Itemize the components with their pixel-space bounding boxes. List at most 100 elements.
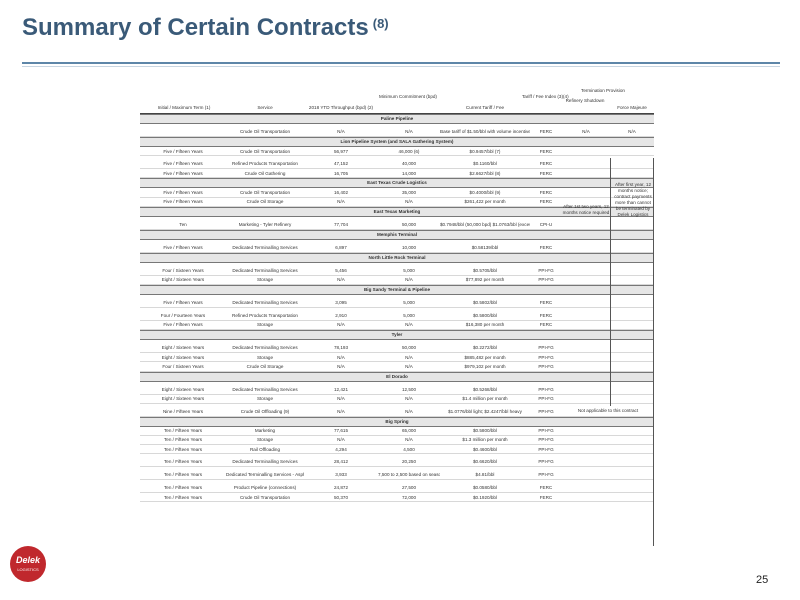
termination-divider-right <box>653 158 654 546</box>
cell-tariff: $0.0580/bbl <box>472 485 497 491</box>
cell-min-commit: 12,500 <box>401 386 417 392</box>
section-header: North Little Rock Terminal <box>140 252 654 263</box>
cell-term: Four / Sixteen Years <box>162 267 204 273</box>
section-header: Big Sandy Terminal & Pipeline <box>140 284 654 295</box>
cell-tariff: $2.6627/bbl (8) <box>469 170 501 176</box>
cell-throughput: 77,615 <box>333 428 349 434</box>
cell-service: Crude Oil Gathering <box>244 170 286 176</box>
cell-throughput: 3,933 <box>335 472 347 478</box>
table-row: Eight / Sixteen Years Storage N/A N/A $1.4 m… <box>140 395 654 404</box>
cell-service: Crude Oil Transportation <box>239 148 291 154</box>
cell-tariff: Base tariff of $1.50/bbl with volume inc… <box>440 129 530 134</box>
cell-tariff: $1.0776/bbl light; $2.4247/bbl heavy <box>448 408 522 414</box>
cell-tariff-index: FERC <box>539 494 553 500</box>
cell-service: Dedicated Terminalling Services <box>232 299 298 305</box>
cell-service: Storage <box>256 322 274 328</box>
table-row: Eight / Sixteen Years Dedicated Terminall… <box>140 340 654 354</box>
cell-throughput: 77,704 <box>333 221 349 227</box>
cell-term: Ten / Fifteen Years <box>163 446 203 452</box>
cell-tariff-index: FERC <box>539 129 553 134</box>
cell-term: Ten / Fifteen Years <box>163 485 203 491</box>
cell-service: Refined Products Transportation <box>232 161 298 167</box>
cell-throughput: 56,977 <box>333 148 349 154</box>
cell-min-commit: 72,000 <box>401 494 417 500</box>
cell-tariff: $0.5268/bbl <box>472 386 497 392</box>
termination-note-refinery: After 1st two years, 12 months notice re… <box>562 204 610 215</box>
cell-tariff: $16,380 per month <box>465 322 505 328</box>
table-row: Five / Fifteen Years Crude Oil Gathering 1… <box>140 169 654 179</box>
table-row: Eight / Sixteen Years Storage N/A N/A $885,4… <box>140 353 654 363</box>
cell-term: Eight / Sixteen Years <box>161 396 205 401</box>
cell-term: Nine / Fifteen Years <box>162 408 204 414</box>
title-divider-thin <box>22 66 780 67</box>
cell-term: Five / Fifteen Years <box>163 189 203 195</box>
cell-tariff: $0.4600/bbl <box>472 446 497 452</box>
cell-term: Five / Fifteen Years <box>163 299 203 305</box>
cell-throughput: 5,456 <box>335 267 347 273</box>
cell-term: Five / Fifteen Years <box>163 244 203 250</box>
cell-tariff: $4.81/bbl <box>475 472 495 478</box>
cell-tariff-index: PPI-FG <box>538 459 554 465</box>
cell-tariff-index: CPI-U <box>539 221 553 227</box>
cell-tariff-index: FERC <box>539 161 553 167</box>
cell-term: Five / Fifteen Years <box>163 322 203 328</box>
cell-service: Marketing - Tyler Refinery <box>238 221 292 227</box>
section-header: Paline Pipeline <box>140 114 654 124</box>
cell-tariff: $261,422 per month <box>464 199 506 205</box>
cell-tariff-index: PPI-FG <box>538 386 554 392</box>
cell-min-commit: 50,000 <box>401 345 417 351</box>
cell-service: Storage <box>256 354 274 360</box>
table-row: Eight / Sixteen Years Storage N/A N/A $77,89… <box>140 276 654 285</box>
cell-min-commit: N/A <box>405 408 413 414</box>
table-row: Nine / Fifteen Years Crude Oil Offloading… <box>140 404 654 417</box>
cell-tariff: $0.5705/bbl <box>472 267 497 273</box>
table-row: Five / Fifteen Years Refined Products Tra… <box>140 156 654 170</box>
cell-throughput: 16,402 <box>333 189 349 195</box>
cell-service: Dedicated Terminalling Services <box>232 386 298 392</box>
title-footnote: (8) <box>372 16 389 31</box>
cell-throughput: 6,897 <box>335 244 347 250</box>
table-row: Four / Sixteen Years Crude Oil Storage N/A… <box>140 362 654 372</box>
cell-tariff: $1.3 million per month <box>462 437 508 443</box>
cell-min-commit: N/A <box>405 437 413 443</box>
cell-term: Ten / Fifteen Years <box>163 459 203 465</box>
cell-throughput: N/A <box>337 396 345 401</box>
cell-term: Ten <box>179 221 187 227</box>
table-row: Five / Fifteen Years Crude Oil Transporta… <box>140 147 654 157</box>
header-service: Service <box>257 105 273 110</box>
table-body: Paline Pipeline Crude Oil Transportation N… <box>140 114 654 503</box>
cell-min-commit: 5,000 <box>403 267 415 273</box>
cell-min-commit: N/A <box>405 129 413 134</box>
cell-throughput: 28,412 <box>333 459 349 465</box>
table-row: Five / Fifteen Years Crude Oil Transporta… <box>140 188 654 198</box>
cell-term: Eight / Sixteen Years <box>161 386 205 392</box>
cell-min-commit: 5,000 <box>403 312 415 318</box>
table-row: Ten / Fifteen Years Storage N/A N/A $1.3 mil… <box>140 436 654 446</box>
cell-tariff-index: FERC <box>539 244 553 250</box>
cell-throughput: 47,152 <box>333 161 349 167</box>
table-row: Ten / Fifteen Years Dedicated Terminallin… <box>140 454 654 468</box>
cell-min-commit: 40,000 <box>401 161 417 167</box>
cell-tariff: $0.58139/bbl <box>471 244 499 250</box>
header-divider <box>140 113 654 114</box>
cell-tariff: $0.5800/bbl <box>472 428 497 434</box>
cell-tariff-index: FERC <box>539 322 553 328</box>
logo-subtitle: LOGISTICS <box>17 567 39 572</box>
cell-min-commit: 20,250 <box>401 459 417 465</box>
header-throughput: 2018 YTD Throughput (bpd) (2) <box>308 105 374 110</box>
table-row: Ten / Fifteen Years Dedicated Terminallin… <box>140 467 654 481</box>
header-tariff-index: Tariff / Fee Index (3)(4) <box>522 94 569 99</box>
table-row: Ten / Fifteen Years Product Pipeline (con… <box>140 480 654 494</box>
cell-tariff: $0.4000/bbl (9) <box>469 189 501 195</box>
cell-throughput: N/A <box>337 322 345 328</box>
contracts-table: Termination Provision Minimum Commitment… <box>140 86 654 546</box>
cell-tariff-index: FERC <box>539 485 553 491</box>
cell-tariff-index: FERC <box>539 312 553 318</box>
cell-tariff-index: PPI-FG <box>538 354 554 360</box>
cell-tariff: $0.6620/bbl <box>472 459 497 465</box>
cell-tariff-index: PPI-FG <box>538 428 554 434</box>
cell-min-commit: 50,000 <box>401 221 417 227</box>
cell-min-commit: 7,500 to 2,500 based on seasonality <box>378 472 440 478</box>
cell-min-commit: 14,000 <box>401 170 417 176</box>
cell-service: Crude Oil Transportation <box>239 494 291 500</box>
